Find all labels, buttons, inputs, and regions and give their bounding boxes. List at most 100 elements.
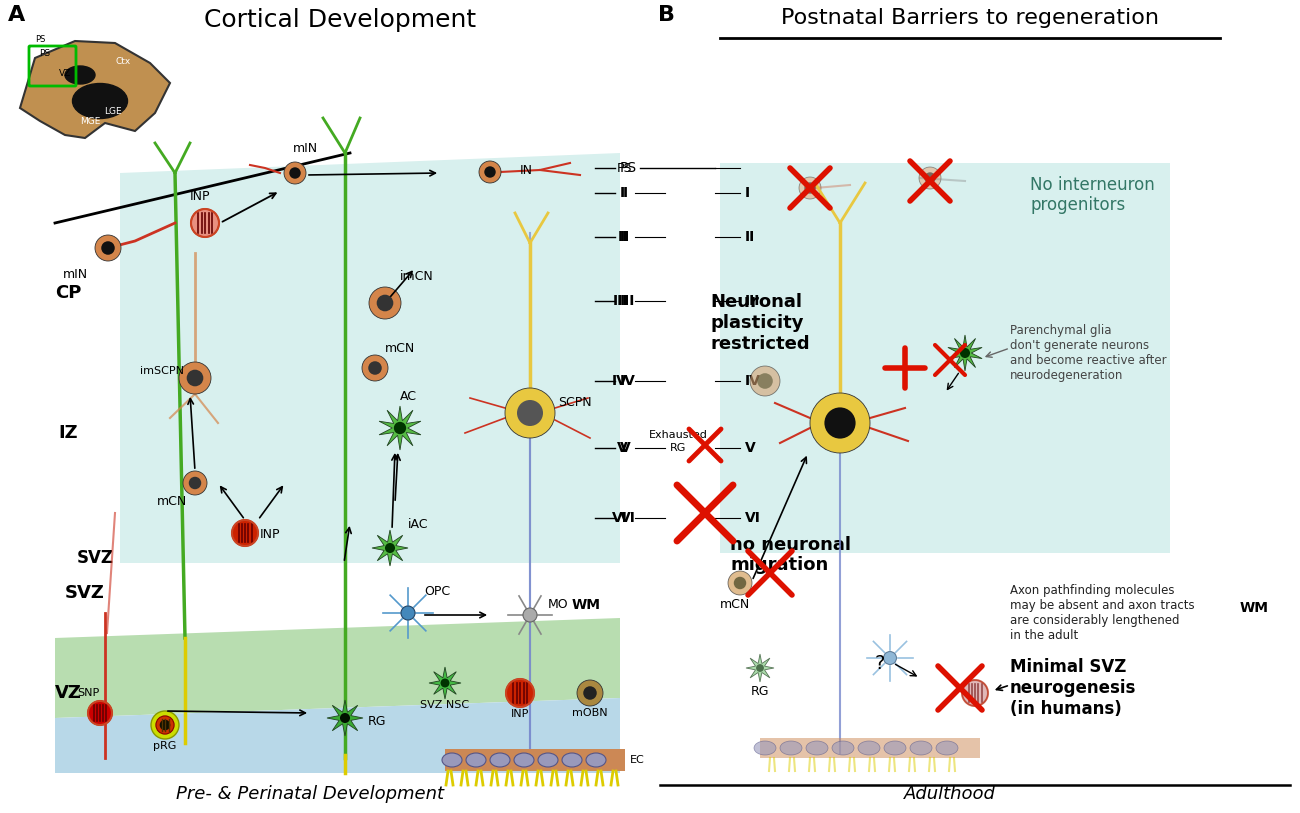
Text: III: III [612, 294, 628, 308]
Ellipse shape [73, 84, 127, 119]
Ellipse shape [754, 741, 776, 755]
Circle shape [824, 407, 855, 438]
Polygon shape [20, 41, 170, 138]
Text: VI: VI [612, 511, 628, 525]
Circle shape [441, 679, 450, 688]
Circle shape [283, 162, 305, 184]
Text: PS: PS [35, 35, 46, 44]
Polygon shape [429, 667, 461, 699]
Polygon shape [948, 335, 982, 371]
Ellipse shape [884, 741, 906, 755]
Circle shape [290, 167, 300, 179]
Circle shape [231, 520, 257, 546]
Circle shape [504, 388, 555, 438]
Circle shape [577, 680, 603, 706]
Circle shape [156, 716, 174, 734]
Circle shape [179, 362, 211, 394]
Text: EC: EC [630, 755, 645, 765]
Ellipse shape [514, 753, 534, 767]
Text: RG: RG [368, 715, 386, 728]
Circle shape [757, 373, 772, 389]
Text: SVZ NSC: SVZ NSC [420, 700, 469, 710]
FancyBboxPatch shape [720, 163, 1170, 553]
Text: mIN: mIN [62, 268, 87, 281]
Text: PS: PS [39, 49, 51, 58]
Polygon shape [55, 618, 620, 718]
Text: V: V [745, 441, 755, 455]
Text: WM: WM [572, 598, 601, 612]
Text: Exhausted: Exhausted [649, 430, 707, 440]
Circle shape [385, 543, 395, 553]
Text: IV: IV [745, 374, 760, 388]
Text: V: V [620, 441, 630, 455]
Text: VZ: VZ [58, 68, 72, 77]
Text: imSCPN: imSCPN [140, 366, 185, 376]
Text: imCN: imCN [400, 270, 434, 283]
Ellipse shape [586, 753, 606, 767]
Circle shape [919, 167, 941, 189]
Ellipse shape [562, 753, 582, 767]
Text: mIN: mIN [292, 142, 317, 155]
Ellipse shape [780, 741, 802, 755]
Circle shape [160, 720, 170, 730]
Text: A: A [8, 5, 25, 25]
Circle shape [733, 576, 746, 589]
Text: V: V [618, 441, 628, 455]
Circle shape [101, 241, 114, 254]
Circle shape [805, 182, 815, 193]
Text: IZ: IZ [58, 424, 78, 442]
Text: no neuronal
migration: no neuronal migration [731, 536, 852, 575]
Text: Postnatal Barriers to regeneration: Postnatal Barriers to regeneration [781, 8, 1160, 28]
Text: LGE: LGE [104, 107, 122, 115]
Ellipse shape [65, 66, 95, 84]
Text: CP: CP [55, 284, 81, 302]
Bar [445, 749, 625, 771]
Circle shape [478, 161, 500, 183]
Ellipse shape [442, 753, 462, 767]
Text: Axon pathfinding molecules
may be absent and axon tracts
are considerably length: Axon pathfinding molecules may be absent… [1010, 584, 1195, 642]
Circle shape [361, 355, 387, 381]
Circle shape [962, 680, 988, 706]
Text: Cortical Development: Cortical Development [204, 8, 476, 32]
Text: mCN: mCN [157, 495, 187, 508]
Circle shape [369, 287, 400, 319]
Text: SVZ: SVZ [77, 549, 113, 567]
Text: RG: RG [670, 443, 686, 453]
Text: VI: VI [745, 511, 760, 525]
Text: INP: INP [260, 528, 281, 541]
Text: No interneuron
progenitors: No interneuron progenitors [1030, 176, 1154, 215]
Circle shape [88, 701, 112, 725]
Text: II: II [745, 230, 755, 244]
Text: SCPN: SCPN [558, 397, 592, 410]
Text: Neuronal
plasticity
restricted: Neuronal plasticity restricted [710, 293, 810, 353]
Text: I: I [620, 186, 625, 200]
Text: mCN: mCN [720, 598, 750, 611]
Circle shape [924, 172, 936, 184]
Text: Pre- & Perinatal Development: Pre- & Perinatal Development [176, 785, 445, 803]
Text: Minimal SVZ
neurogenesis
(in humans): Minimal SVZ neurogenesis (in humans) [1010, 659, 1136, 718]
Text: WM: WM [1240, 601, 1269, 615]
Circle shape [377, 294, 394, 311]
Text: III: III [620, 294, 636, 308]
Text: IN: IN [520, 164, 533, 177]
Polygon shape [328, 700, 363, 736]
Text: mOBN: mOBN [572, 708, 608, 718]
Circle shape [394, 422, 406, 434]
Ellipse shape [936, 741, 958, 755]
Text: SVZ: SVZ [65, 584, 105, 602]
Circle shape [506, 679, 534, 707]
Text: MGE: MGE [79, 116, 100, 125]
Text: VZ: VZ [55, 684, 82, 702]
Text: RG: RG [751, 685, 770, 698]
Circle shape [517, 400, 543, 426]
Circle shape [884, 651, 897, 664]
Circle shape [341, 713, 350, 723]
Ellipse shape [465, 753, 486, 767]
Text: II: II [618, 230, 628, 244]
Text: VI: VI [620, 511, 636, 525]
Text: III: III [745, 294, 760, 308]
Text: II: II [620, 230, 630, 244]
Polygon shape [372, 530, 408, 566]
Circle shape [750, 366, 780, 396]
Circle shape [191, 209, 218, 237]
